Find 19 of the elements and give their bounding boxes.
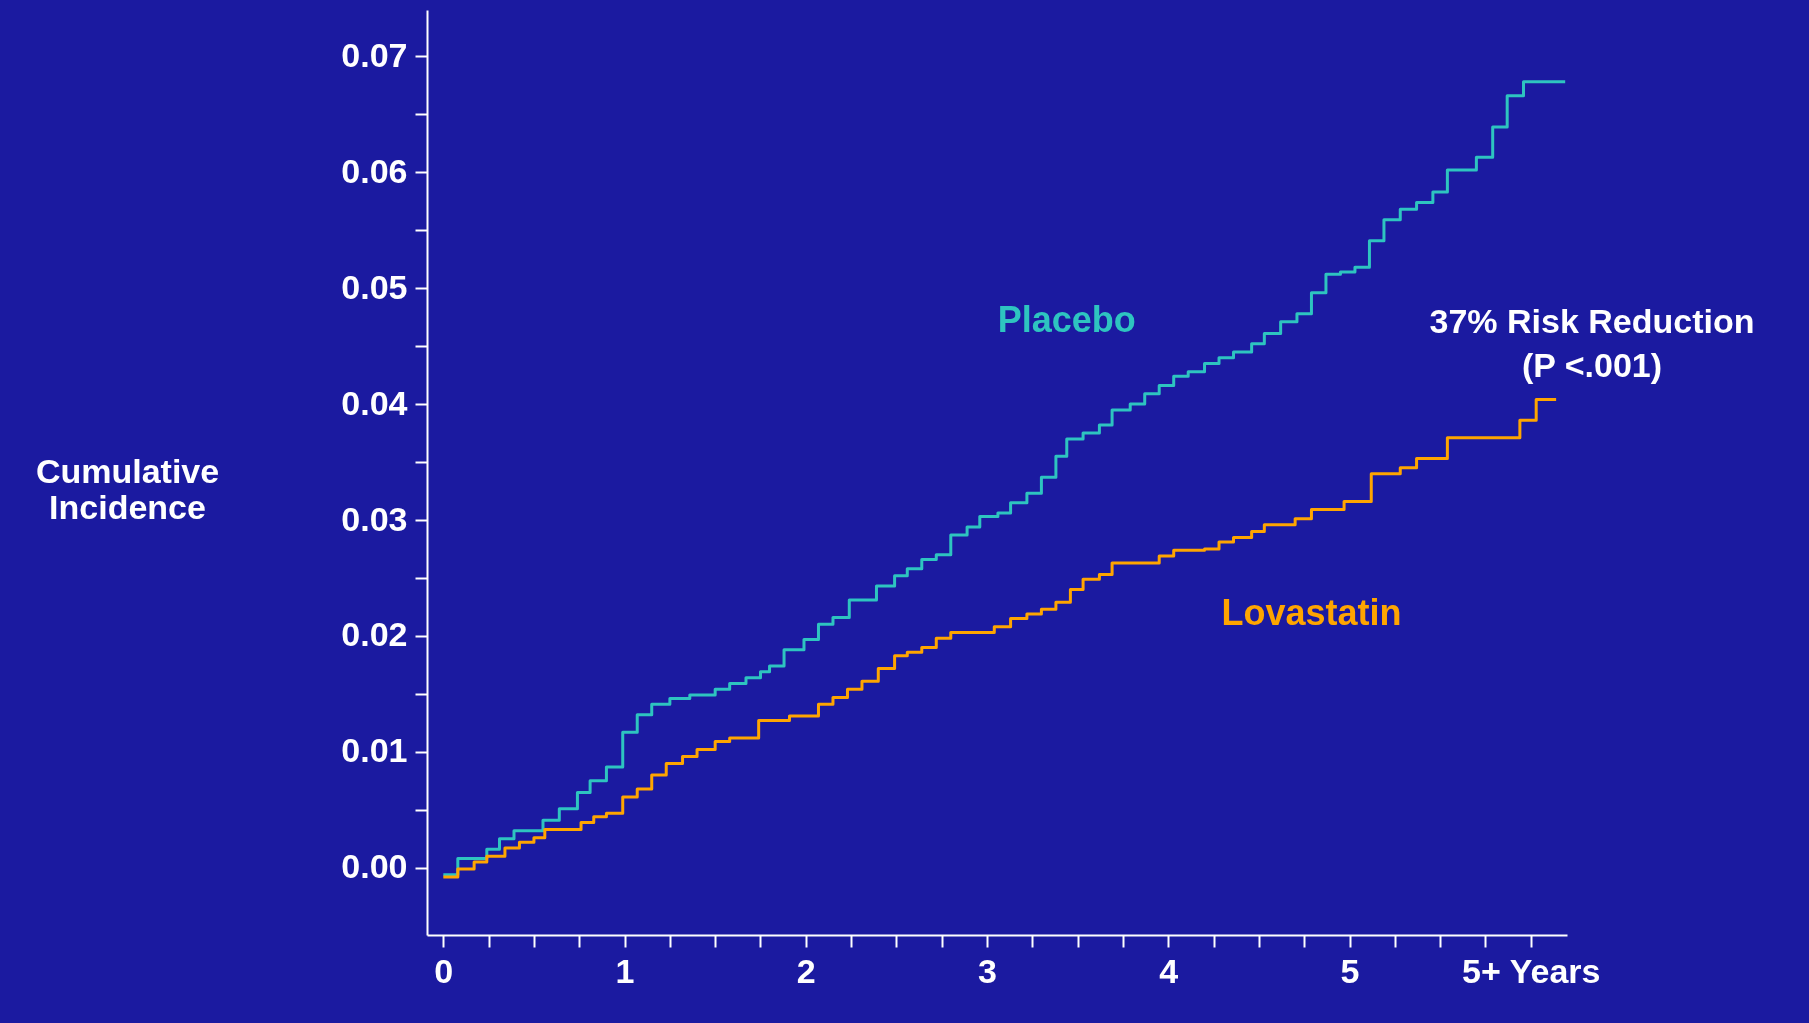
x-tick-label: 2 bbox=[796, 951, 816, 990]
x-tick-label: 1 bbox=[615, 951, 635, 990]
y-tick-label: 0.02 bbox=[341, 615, 408, 654]
y-tick-label: 0.07 bbox=[341, 35, 408, 74]
x-tick-label: 5 bbox=[1340, 951, 1360, 990]
y-tick-label: 0.05 bbox=[341, 267, 408, 306]
y-tick-label: 0.04 bbox=[341, 383, 408, 422]
y-tick-label: 0.01 bbox=[341, 731, 408, 770]
series-label: Placebo bbox=[997, 298, 1136, 340]
y-tick-label: 0.03 bbox=[341, 499, 408, 538]
y-axis-title: Cumulative Incidence bbox=[35, 452, 220, 526]
y-tick-label: 0.00 bbox=[341, 847, 408, 886]
series-label: Lovastatin bbox=[1221, 591, 1402, 633]
x-tick-label: 0 bbox=[434, 951, 454, 990]
annotation: 37% Risk Reduction (P <.001) bbox=[1429, 302, 1755, 384]
x-tick-label: 3 bbox=[978, 951, 997, 990]
x-tick-label: 5+ Years bbox=[1462, 951, 1601, 990]
y-tick-label: 0.06 bbox=[341, 151, 408, 190]
x-tick-label: 4 bbox=[1159, 951, 1179, 990]
